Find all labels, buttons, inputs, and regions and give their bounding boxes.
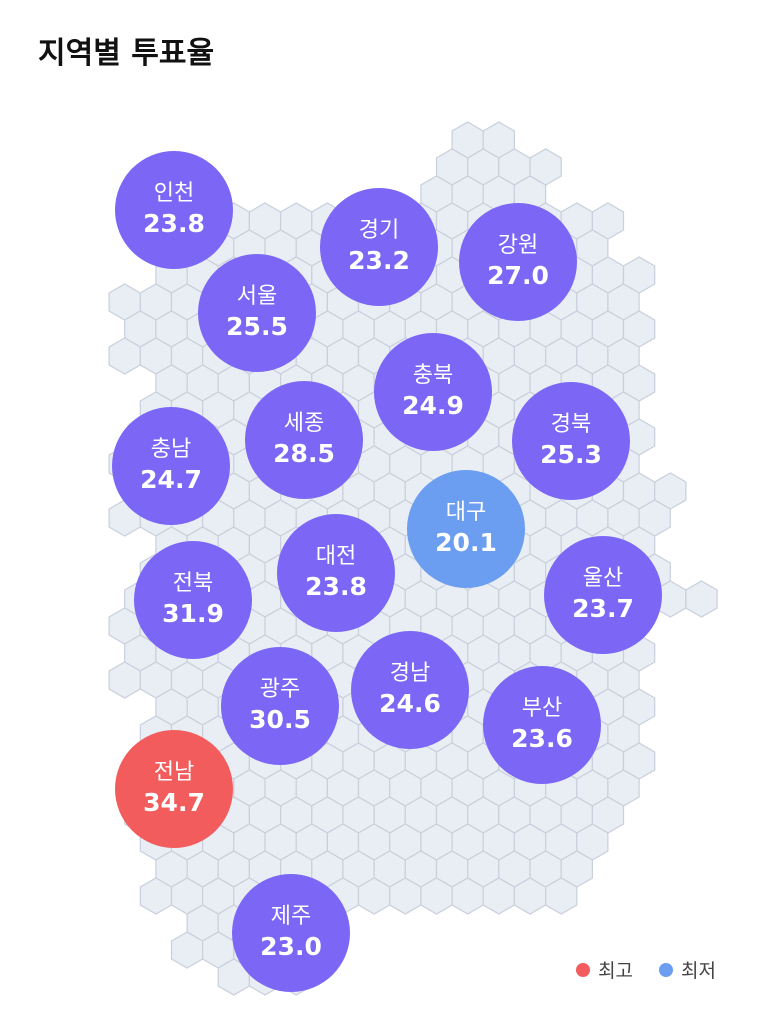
region-name: 서울 bbox=[236, 284, 278, 309]
region-daejeon[interactable]: 대전 23.8 bbox=[277, 514, 395, 632]
hex-cell bbox=[544, 877, 578, 915]
region-name: 충북 bbox=[412, 363, 454, 388]
region-rate: 24.9 bbox=[402, 391, 464, 420]
region-chungbuk[interactable]: 충북 24.9 bbox=[374, 333, 492, 451]
region-rate: 20.1 bbox=[435, 528, 497, 557]
region-rate: 25.5 bbox=[226, 312, 288, 341]
highest-dot-icon bbox=[576, 962, 591, 977]
region-gwangju[interactable]: 광주 30.5 bbox=[221, 647, 339, 765]
region-name: 충남 bbox=[150, 437, 192, 462]
legend-highest: 최고 bbox=[576, 956, 633, 983]
legend-lowest: 최저 bbox=[659, 956, 716, 983]
region-gangwon[interactable]: 강원 27.0 bbox=[459, 203, 577, 321]
region-busan[interactable]: 부산 23.6 bbox=[483, 666, 601, 784]
hex-cell bbox=[685, 580, 718, 618]
region-ulsan[interactable]: 울산 23.7 bbox=[544, 536, 662, 654]
region-gyeongbuk[interactable]: 경북 25.3 bbox=[512, 382, 630, 500]
region-name: 대구 bbox=[445, 500, 487, 525]
region-rate: 23.8 bbox=[143, 209, 205, 238]
region-name: 인천 bbox=[153, 181, 195, 206]
region-rate: 30.5 bbox=[249, 705, 311, 734]
region-gyeonggi[interactable]: 경기 23.2 bbox=[320, 188, 438, 306]
region-rate: 23.8 bbox=[305, 572, 367, 601]
region-rate: 31.9 bbox=[162, 599, 224, 628]
region-name: 대전 bbox=[315, 544, 357, 569]
region-rate: 27.0 bbox=[487, 261, 549, 290]
region-name: 제주 bbox=[270, 904, 312, 929]
legend: 최고 최저 bbox=[576, 956, 716, 983]
region-name: 부산 bbox=[521, 696, 563, 721]
region-name: 강원 bbox=[497, 233, 539, 258]
region-rate: 23.2 bbox=[348, 246, 410, 275]
region-sejong[interactable]: 세종 28.5 bbox=[245, 381, 363, 499]
region-rate: 25.3 bbox=[540, 440, 602, 469]
region-name: 전남 bbox=[153, 760, 195, 785]
region-rate: 24.7 bbox=[140, 465, 202, 494]
region-incheon[interactable]: 인천 23.8 bbox=[115, 151, 233, 269]
region-gyeongnam[interactable]: 경남 24.6 bbox=[351, 631, 469, 749]
legend-highest-label: 최고 bbox=[598, 960, 634, 982]
region-name: 전북 bbox=[172, 571, 214, 596]
page-title: 지역별 투표율 bbox=[38, 36, 215, 71]
region-rate: 24.6 bbox=[379, 689, 441, 718]
lowest-dot-icon bbox=[659, 962, 674, 977]
region-rate: 23.6 bbox=[511, 724, 573, 753]
region-rate: 23.0 bbox=[260, 932, 322, 961]
region-name: 광주 bbox=[259, 677, 301, 702]
region-rate: 34.7 bbox=[143, 788, 205, 817]
region-name: 경남 bbox=[389, 661, 431, 686]
region-name: 경북 bbox=[550, 412, 592, 437]
region-rate: 28.5 bbox=[273, 439, 335, 468]
region-name: 세종 bbox=[283, 411, 325, 436]
region-chungnam[interactable]: 충남 24.7 bbox=[112, 407, 230, 525]
region-jeonnam[interactable]: 전남 34.7 bbox=[115, 730, 233, 848]
region-daegu[interactable]: 대구 20.1 bbox=[407, 470, 525, 588]
region-jeju[interactable]: 제주 23.0 bbox=[232, 874, 350, 992]
legend-lowest-label: 최저 bbox=[681, 960, 716, 982]
region-name: 경기 bbox=[358, 218, 400, 243]
region-jeonbuk[interactable]: 전북 31.9 bbox=[134, 541, 252, 659]
region-rate: 23.7 bbox=[572, 594, 634, 623]
region-name: 울산 bbox=[582, 566, 624, 591]
region-seoul[interactable]: 서울 25.5 bbox=[198, 254, 316, 372]
